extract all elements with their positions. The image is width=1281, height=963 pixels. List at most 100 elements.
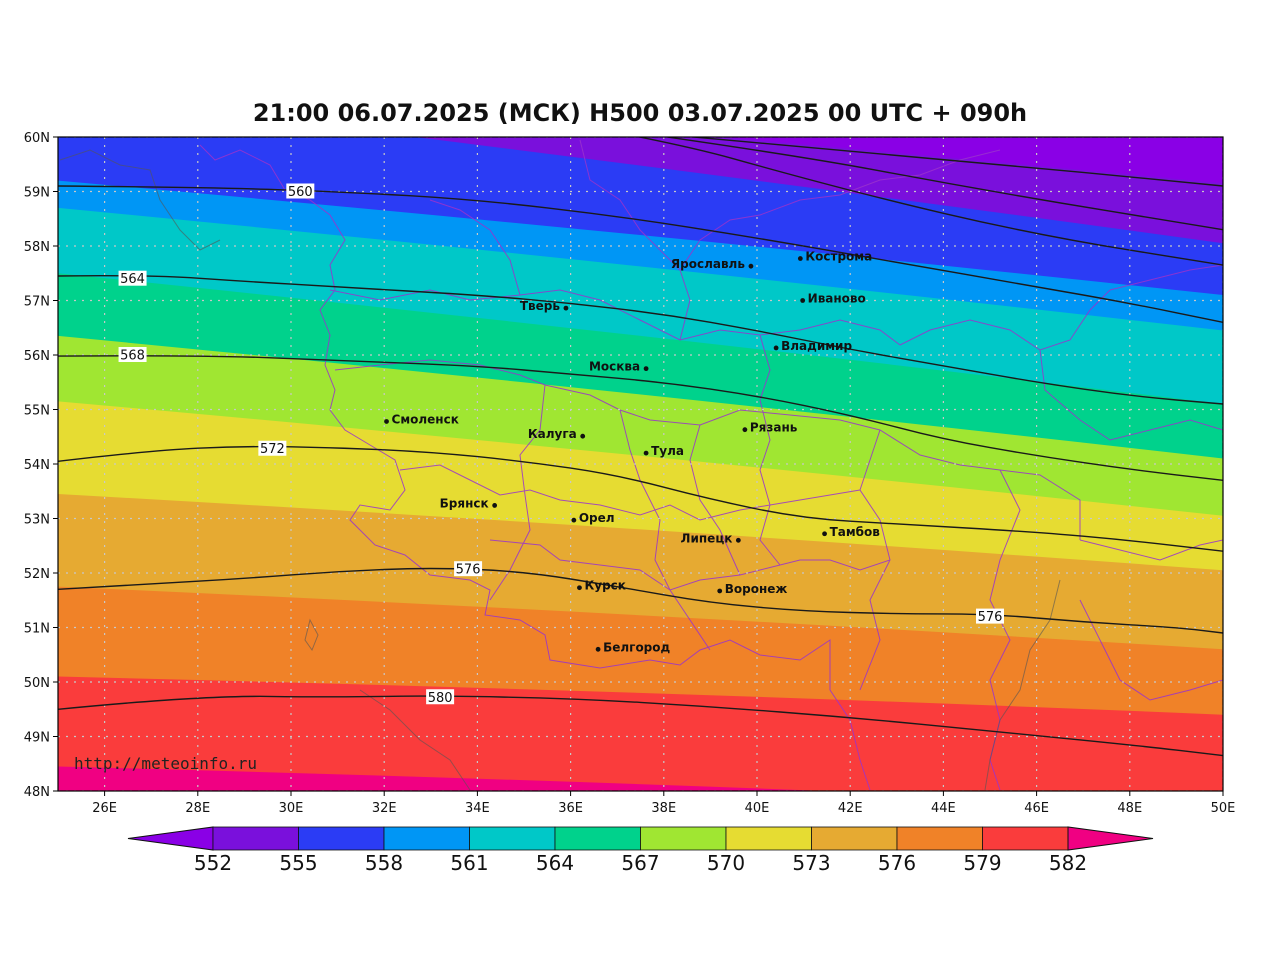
city-label: Тамбов <box>830 525 881 539</box>
city-markers: Кострома Ярославль Иваново Тверь Владимир Мос… <box>384 250 881 654</box>
band-582 <box>58 676 1223 791</box>
colorbar-level-label: 552 <box>194 851 232 875</box>
height-bands <box>58 137 1223 791</box>
border-line <box>1079 539 1223 561</box>
x-tick-label: 42E <box>838 801 863 816</box>
border-line <box>899 264 1223 351</box>
colorbar-swatch <box>640 826 727 851</box>
contour-line <box>58 275 1223 405</box>
city-dot <box>595 646 601 652</box>
city-dot <box>571 517 577 523</box>
watermark-url: http://meteoinfo.ru <box>74 754 257 773</box>
border-line <box>759 334 781 566</box>
y-tick-label: 59N <box>24 186 50 201</box>
city-label: Рязань <box>750 421 798 435</box>
x-tick-label: 46E <box>1024 801 1049 816</box>
map-area: 560 564 568 572 576 580 576 Кострома Ярославль И… <box>58 137 1223 791</box>
border-line <box>489 384 546 601</box>
contour-label-bg <box>118 347 147 362</box>
contour-label-bg <box>118 270 147 286</box>
x-tick-label: 28E <box>185 801 210 816</box>
x-tick-label: 38E <box>651 801 676 816</box>
city-dot <box>563 305 569 311</box>
border-line <box>1079 599 1223 701</box>
x-tick-label: 34E <box>465 801 490 816</box>
y-tick-label: 54N <box>24 458 50 473</box>
colorbar-extend-high <box>1067 826 1154 851</box>
city-label: Владимир <box>781 339 852 353</box>
y-tick-label: 53N <box>24 513 50 528</box>
coastline <box>304 618 319 652</box>
city-label: Кострома <box>805 250 872 264</box>
colorbar-level-label: 582 <box>1049 851 1087 875</box>
y-tick-label: 50N <box>24 676 50 691</box>
border-line <box>429 199 521 296</box>
city-dot <box>717 588 723 594</box>
border-line <box>689 424 741 576</box>
colorbar-swatch <box>982 826 1069 851</box>
y-tick-label: 55N <box>24 404 50 419</box>
y-tick-label: 52N <box>24 567 50 582</box>
y-tick-label: 56N <box>24 349 50 364</box>
x-tick-label: 40E <box>745 801 770 816</box>
x-tick-label: 32E <box>372 801 397 816</box>
city-label: Москва <box>589 360 640 374</box>
colorbar-level-label: 573 <box>792 851 830 875</box>
y-tick-label: 48N <box>24 785 50 800</box>
contour-label: 576 <box>456 563 481 578</box>
colorbar-level-label: 567 <box>621 851 659 875</box>
city-dot <box>643 366 649 372</box>
city-label: Липецк <box>681 531 733 545</box>
border-line <box>619 409 711 651</box>
city-dot <box>822 531 827 537</box>
map-title: 21:00 06.07.2025 (МСК) H500 03.07.2025 0… <box>253 99 1027 127</box>
height-contours: 560 564 568 572 576 580 576 <box>58 137 1223 757</box>
contour-label-bg <box>976 608 1004 624</box>
contour-line <box>58 567 1223 634</box>
latitude-axis: 48N 49N 50N 51N 52N 53N 54N 55N 56N 57N 58N 59N 60N <box>24 131 58 800</box>
colorbar-level-label: 576 <box>878 851 916 875</box>
city-label: Курск <box>584 579 625 593</box>
border-line <box>199 144 871 791</box>
longitude-axis: 26E 28E 30E 32E 34E 36E 38E 40E 42E 44E 46E 48E 50E <box>92 791 1235 816</box>
contour-label-bg <box>454 561 483 577</box>
border-line <box>679 149 1001 341</box>
city-label: Ярославль <box>671 257 745 271</box>
contour-line <box>58 355 1223 481</box>
city-dot <box>492 503 498 508</box>
coastline <box>984 579 1061 791</box>
x-tick-label: 44E <box>931 801 956 816</box>
city-label: Смоленск <box>392 412 459 426</box>
y-tick-label: 57N <box>24 295 50 310</box>
colorbar-extend-low <box>127 826 214 851</box>
contour-label-bg <box>426 689 455 705</box>
border-line <box>489 539 891 591</box>
border-line <box>399 464 861 521</box>
y-tick-label: 51N <box>24 622 50 637</box>
band-585 <box>58 766 827 791</box>
city-label: Тула <box>651 444 684 458</box>
x-tick-label: 50E <box>1211 801 1236 816</box>
colorbar-level-label: 570 <box>707 851 745 875</box>
y-tick-label: 60N <box>24 131 50 146</box>
x-tick-label: 26E <box>92 801 117 816</box>
border-line <box>1039 349 1223 441</box>
contour-line <box>636 137 1223 266</box>
contour-label: 568 <box>120 349 145 364</box>
coastlines <box>59 149 1061 791</box>
x-tick-label: 30E <box>279 801 304 816</box>
colorbar-swatch <box>896 826 983 851</box>
contour-label-bg <box>286 183 315 199</box>
colorbar-swatch <box>725 826 812 851</box>
lat-lon-grid <box>58 137 1223 791</box>
city-dot <box>580 433 586 439</box>
colorbar-level-label: 561 <box>450 851 488 875</box>
y-tick-label: 49N <box>24 731 50 746</box>
coastline <box>59 149 221 251</box>
colorbar-legend: 552 555 558 561 564 567 570 573 576 579 582 <box>127 826 1154 875</box>
colorbar-swatch <box>469 826 556 851</box>
colorbar-level-label: 558 <box>365 851 403 875</box>
city-dot <box>800 298 806 303</box>
city-dot <box>643 450 649 456</box>
contour-label: 560 <box>288 185 313 200</box>
